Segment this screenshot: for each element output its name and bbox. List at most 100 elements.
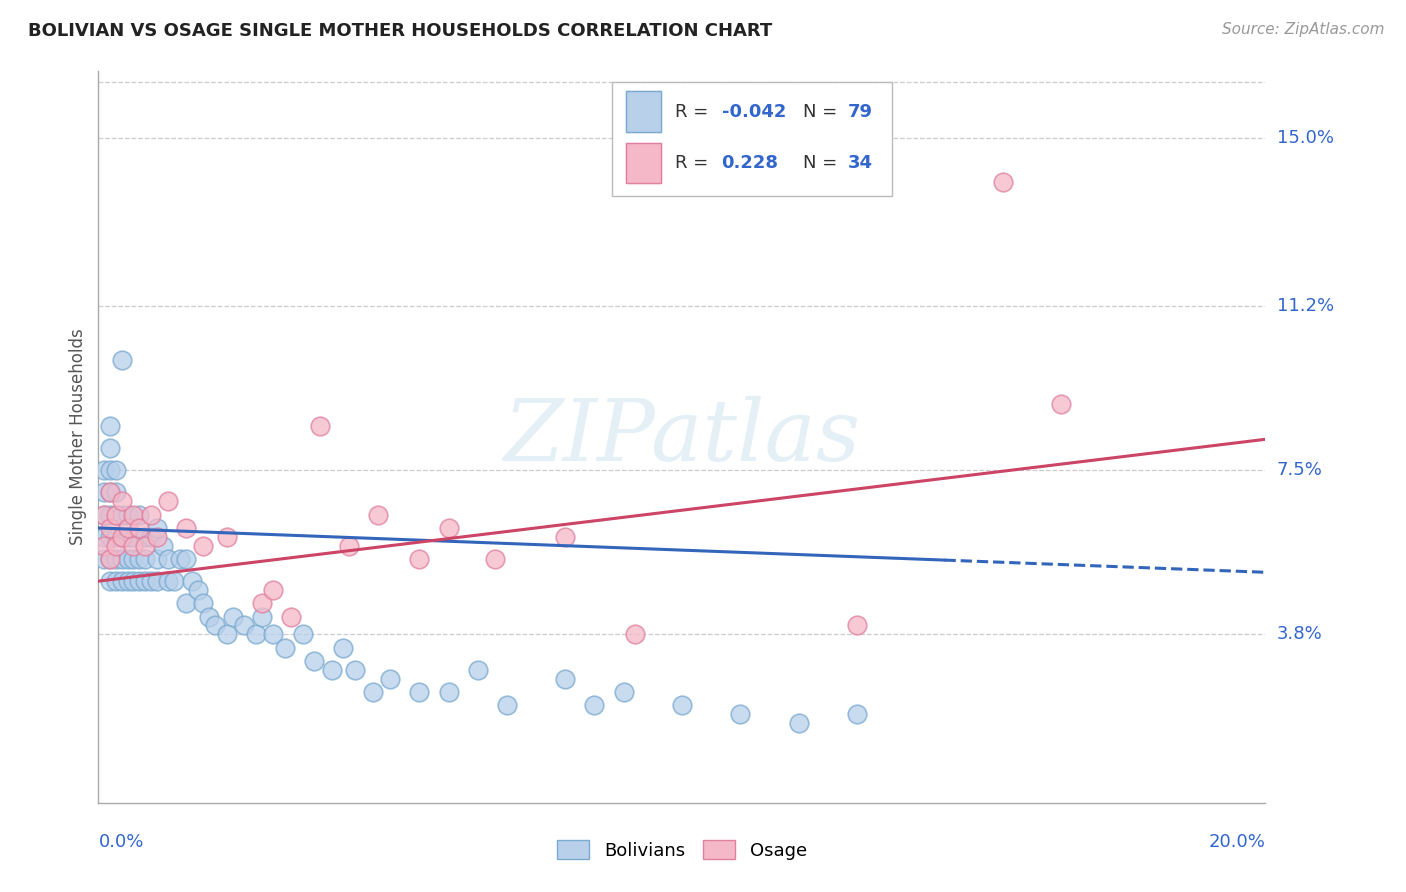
Text: ZIPatlas: ZIPatlas: [503, 396, 860, 478]
Text: -0.042: -0.042: [721, 103, 786, 120]
Point: [612, 685, 634, 699]
Point: [198, 609, 221, 624]
Point: [93, 508, 115, 522]
Point: [139, 508, 162, 522]
Point: [304, 654, 326, 668]
Text: R =: R =: [675, 153, 714, 172]
Point: [193, 539, 215, 553]
Point: [380, 672, 402, 686]
Point: [128, 574, 150, 589]
Point: [344, 663, 367, 677]
Point: [104, 552, 127, 566]
Point: [98, 508, 121, 522]
Point: [262, 582, 284, 597]
Point: [152, 539, 174, 553]
Point: [134, 539, 156, 553]
Text: 0.0%: 0.0%: [98, 833, 143, 851]
Text: 15.0%: 15.0%: [1277, 128, 1333, 147]
Point: [104, 485, 127, 500]
Point: [104, 574, 127, 589]
Point: [274, 640, 297, 655]
Point: [554, 530, 576, 544]
Point: [193, 596, 215, 610]
Point: [117, 521, 139, 535]
FancyBboxPatch shape: [612, 82, 891, 195]
Point: [730, 707, 752, 722]
Point: [93, 530, 115, 544]
Point: [361, 685, 384, 699]
Point: [174, 552, 197, 566]
Point: [134, 530, 156, 544]
Point: [104, 530, 127, 544]
Point: [93, 552, 115, 566]
Point: [437, 521, 460, 535]
Point: [262, 627, 284, 641]
Point: [671, 698, 693, 713]
Text: 79: 79: [848, 103, 873, 120]
Point: [787, 716, 810, 731]
Point: [157, 574, 180, 589]
Point: [122, 574, 145, 589]
Point: [337, 539, 360, 553]
Bar: [626, 143, 661, 183]
Point: [128, 552, 150, 566]
Point: [187, 582, 209, 597]
Point: [98, 485, 121, 500]
Point: [215, 530, 238, 544]
Text: 0.228: 0.228: [721, 153, 779, 172]
Bar: [626, 143, 661, 183]
Point: [134, 552, 156, 566]
Point: [437, 685, 460, 699]
Point: [111, 530, 134, 544]
Point: [408, 685, 430, 699]
Point: [174, 596, 197, 610]
Point: [98, 463, 121, 477]
Point: [146, 574, 169, 589]
Point: [111, 494, 134, 508]
Point: [111, 508, 134, 522]
Point: [174, 521, 197, 535]
Point: [467, 663, 489, 677]
Point: [98, 552, 121, 566]
Point: [367, 508, 389, 522]
Point: [122, 508, 145, 522]
Text: 34: 34: [848, 153, 873, 172]
Point: [122, 552, 145, 566]
Text: N =: N =: [803, 153, 844, 172]
Point: [157, 494, 180, 508]
Point: [128, 508, 150, 522]
Bar: [626, 92, 661, 132]
Point: [291, 627, 314, 641]
Point: [408, 552, 430, 566]
Y-axis label: Single Mother Households: Single Mother Households: [69, 329, 87, 545]
Point: [163, 574, 186, 589]
Point: [496, 698, 519, 713]
Point: [846, 707, 869, 722]
Point: [98, 419, 121, 434]
Point: [128, 521, 150, 535]
Text: BOLIVIAN VS OSAGE SINGLE MOTHER HOUSEHOLDS CORRELATION CHART: BOLIVIAN VS OSAGE SINGLE MOTHER HOUSEHOL…: [28, 22, 772, 40]
Point: [309, 419, 332, 434]
Point: [98, 521, 121, 535]
Point: [332, 640, 354, 655]
Point: [117, 508, 139, 522]
Text: R =: R =: [675, 103, 714, 120]
Point: [104, 508, 127, 522]
Point: [117, 530, 139, 544]
Point: [93, 463, 115, 477]
Text: 7.5%: 7.5%: [1277, 461, 1323, 479]
Point: [157, 552, 180, 566]
Point: [484, 552, 506, 566]
Point: [104, 463, 127, 477]
Point: [117, 574, 139, 589]
Point: [111, 352, 134, 367]
Point: [98, 530, 121, 544]
Point: [846, 618, 869, 632]
Point: [93, 485, 115, 500]
Text: Source: ZipAtlas.com: Source: ZipAtlas.com: [1222, 22, 1385, 37]
Point: [250, 609, 273, 624]
Point: [1050, 397, 1073, 411]
Point: [98, 552, 121, 566]
Point: [169, 552, 191, 566]
Text: 3.8%: 3.8%: [1277, 625, 1322, 643]
